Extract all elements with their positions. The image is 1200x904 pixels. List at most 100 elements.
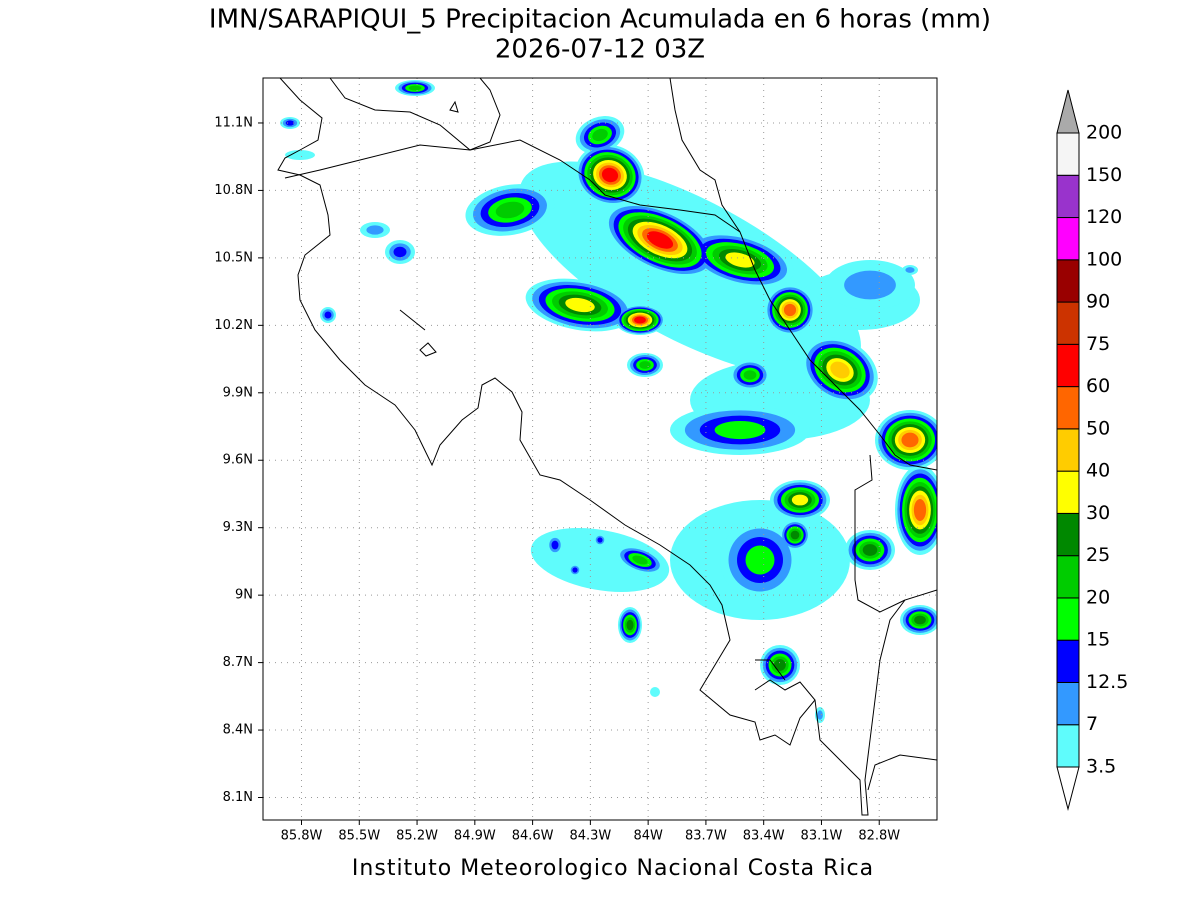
y-tick-label: 9.3N [223,520,253,535]
colorbar-label: 12.5 [1086,671,1128,693]
colorbar: 3.5 7 12.5 15 20 25 30 40 50 60 75 90 100 120 150 200 [1056,89,1128,811]
colorbar-segment [1056,217,1080,261]
rain-cell [597,537,603,543]
rain-cell [285,120,295,126]
rain-cell [817,710,823,720]
colorbar-segment [1056,386,1080,430]
footer: Instituto Meteorologico Nacional Costa R… [352,856,874,881]
y-tick-label: 9N [235,588,253,603]
grid [258,78,937,825]
colorbar-segment [1056,470,1080,514]
border [284,139,741,233]
x-tick-label: 82.8W [858,829,900,844]
rain-cell [745,545,775,575]
y-tick-label: 9.6N [223,453,253,468]
colorbar-label: 75 [1086,333,1110,355]
coastline [867,754,937,791]
colorbar-segment [1056,512,1080,557]
y-tick-label: 10.8N [214,183,253,198]
rain-cell [285,150,315,160]
x-tick-label: 85.2W [396,829,438,844]
title: IMN/SARAPIQUI_5 Precipitacion Acumulada … [209,5,991,35]
rain-cell [725,252,755,268]
coastlines [277,78,937,816]
colorbar-segment [1056,301,1080,345]
rain-cell [862,544,878,556]
rain-cell [646,231,674,249]
x-tick-label: 85.8W [281,829,323,844]
coastline [669,78,937,471]
rain-cell [565,297,595,313]
colorbar-segment [1056,343,1080,388]
coastline [755,589,937,816]
colorbar-label: 3.5 [1086,756,1116,778]
y-tick-label: 8.4N [223,723,253,738]
colorbar-label: 90 [1086,291,1110,313]
precipitation-field [280,80,937,723]
border [854,454,906,613]
y-tick-label: 11.1N [214,115,253,130]
rain-cell [743,370,757,380]
colorbar-label: 60 [1086,375,1110,397]
colorbar-label: 100 [1086,248,1122,270]
lake [329,78,501,151]
rain-cell [634,316,646,324]
rain-cell [530,528,670,592]
rain-cell [324,311,332,319]
colorbar-label: 25 [1086,544,1110,566]
y-tick-label: 8.7N [223,655,253,670]
x-tick-label: 83.7W [685,829,727,844]
colorbar-segment [1056,597,1080,641]
colorbar-label: 40 [1086,460,1110,482]
colorbar-segment [1056,681,1080,726]
rain-cell [901,432,919,448]
colorbar-label: 15 [1086,629,1110,651]
y-tick-label: 9.9N [223,385,253,400]
rain-cell [783,303,797,317]
x-tick-label: 85.5W [338,829,380,844]
colorbar-label: 150 [1086,164,1122,186]
rain-cell [592,128,608,142]
rain-cell [791,494,809,506]
rain-cell [639,361,651,369]
rain-cell [572,567,578,573]
x-tick-label: 84W [633,829,663,844]
rain-cell [844,270,896,300]
rain-cell [714,420,766,440]
colorbar-label: 30 [1086,502,1110,524]
rain-cell [913,499,927,521]
y-tick-label: 10.2N [214,318,253,333]
colorbar-over [1056,89,1080,134]
plot-frame [262,77,938,821]
island [399,100,459,357]
x-tick-label: 83.4W [743,829,785,844]
colorbar-label: 7 [1086,713,1098,735]
rain-cell [914,615,926,625]
colorbar-label: 50 [1086,417,1110,439]
y-tick-label: 8.1N [223,790,253,805]
colorbar-segment [1056,174,1080,219]
rain-cell [393,246,407,258]
rain-cell [790,530,800,540]
colorbar-segment [1056,724,1080,768]
rain-cell [408,85,422,91]
colorbar-segment [1056,428,1080,472]
rain-cell [601,167,619,183]
x-tick-label: 84.6W [512,829,554,844]
y-tick-label: 10.5N [214,250,253,265]
rain-cell [366,225,384,235]
coastline [277,78,816,746]
rain-cell [905,267,915,273]
rain-cell [626,619,634,631]
colorbar-label: 120 [1086,206,1122,228]
x-tick-label: 84.3W [569,829,611,844]
rain-cell [495,201,525,219]
colorbar-label: 20 [1086,586,1110,608]
colorbar-label: 200 [1086,122,1122,144]
subtitle: 2026-07-12 03Z [495,35,705,65]
colorbar-segment [1056,132,1080,176]
rain-cell [830,361,850,379]
rain-cell [551,540,559,550]
colorbar-segment [1056,555,1080,599]
